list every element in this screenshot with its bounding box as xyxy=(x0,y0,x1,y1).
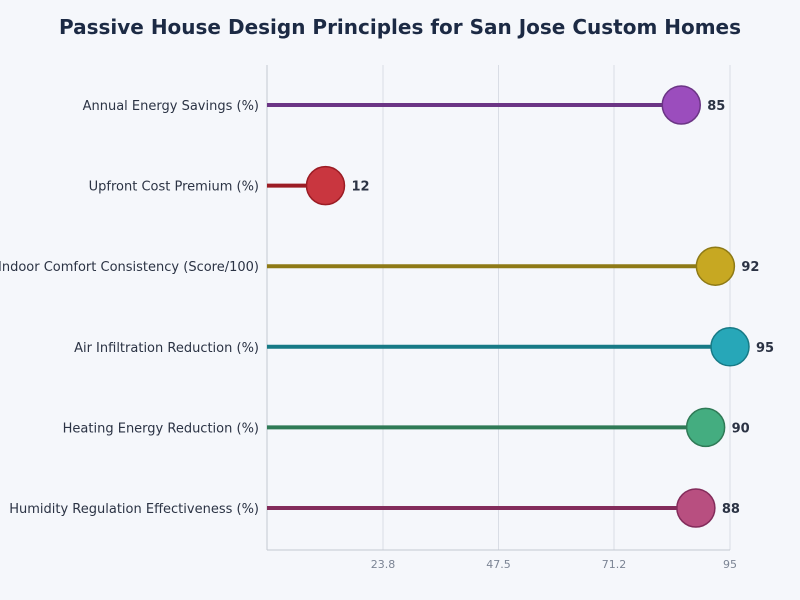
data-label: 95 xyxy=(756,341,774,356)
y-tick-label: Humidity Regulation Effectiveness (%) xyxy=(9,502,259,517)
chart-title: Passive House Design Principles for San … xyxy=(59,15,741,39)
lollipop-marker xyxy=(305,165,346,206)
lollipop-marker xyxy=(676,488,716,528)
data-label: 12 xyxy=(351,180,369,195)
lollipop-marker xyxy=(710,327,750,367)
y-tick-label: Indoor Comfort Consistency (Score/100) xyxy=(0,260,259,275)
y-tick-label: Annual Energy Savings (%) xyxy=(83,99,259,114)
lollipop-marker xyxy=(661,85,702,125)
y-tick-label: Upfront Cost Premium (%) xyxy=(89,180,259,195)
grid-lines xyxy=(382,65,731,550)
x-tick-label: 71.2 xyxy=(602,558,627,571)
axes: 23.8 47.5 71.2 95 Annual Energy Savings (%) U… xyxy=(0,65,737,571)
data-label: 88 xyxy=(722,502,740,517)
y-tick-label: Heating Energy Reduction (%) xyxy=(63,421,259,436)
x-tick-label: 47.5 xyxy=(486,558,511,571)
chart-marks: 85 12 92 95 90 88 xyxy=(267,85,774,528)
lollipop-marker xyxy=(695,246,736,286)
data-label: 90 xyxy=(732,421,750,436)
y-tick-label: Air Infiltration Reduction (%) xyxy=(74,341,259,356)
x-tick-label: 23.8 xyxy=(371,558,396,571)
lollipop-marker xyxy=(685,407,726,448)
x-tick-label: 95 xyxy=(723,558,737,571)
data-label: 92 xyxy=(741,260,759,275)
data-label: 85 xyxy=(707,99,725,114)
